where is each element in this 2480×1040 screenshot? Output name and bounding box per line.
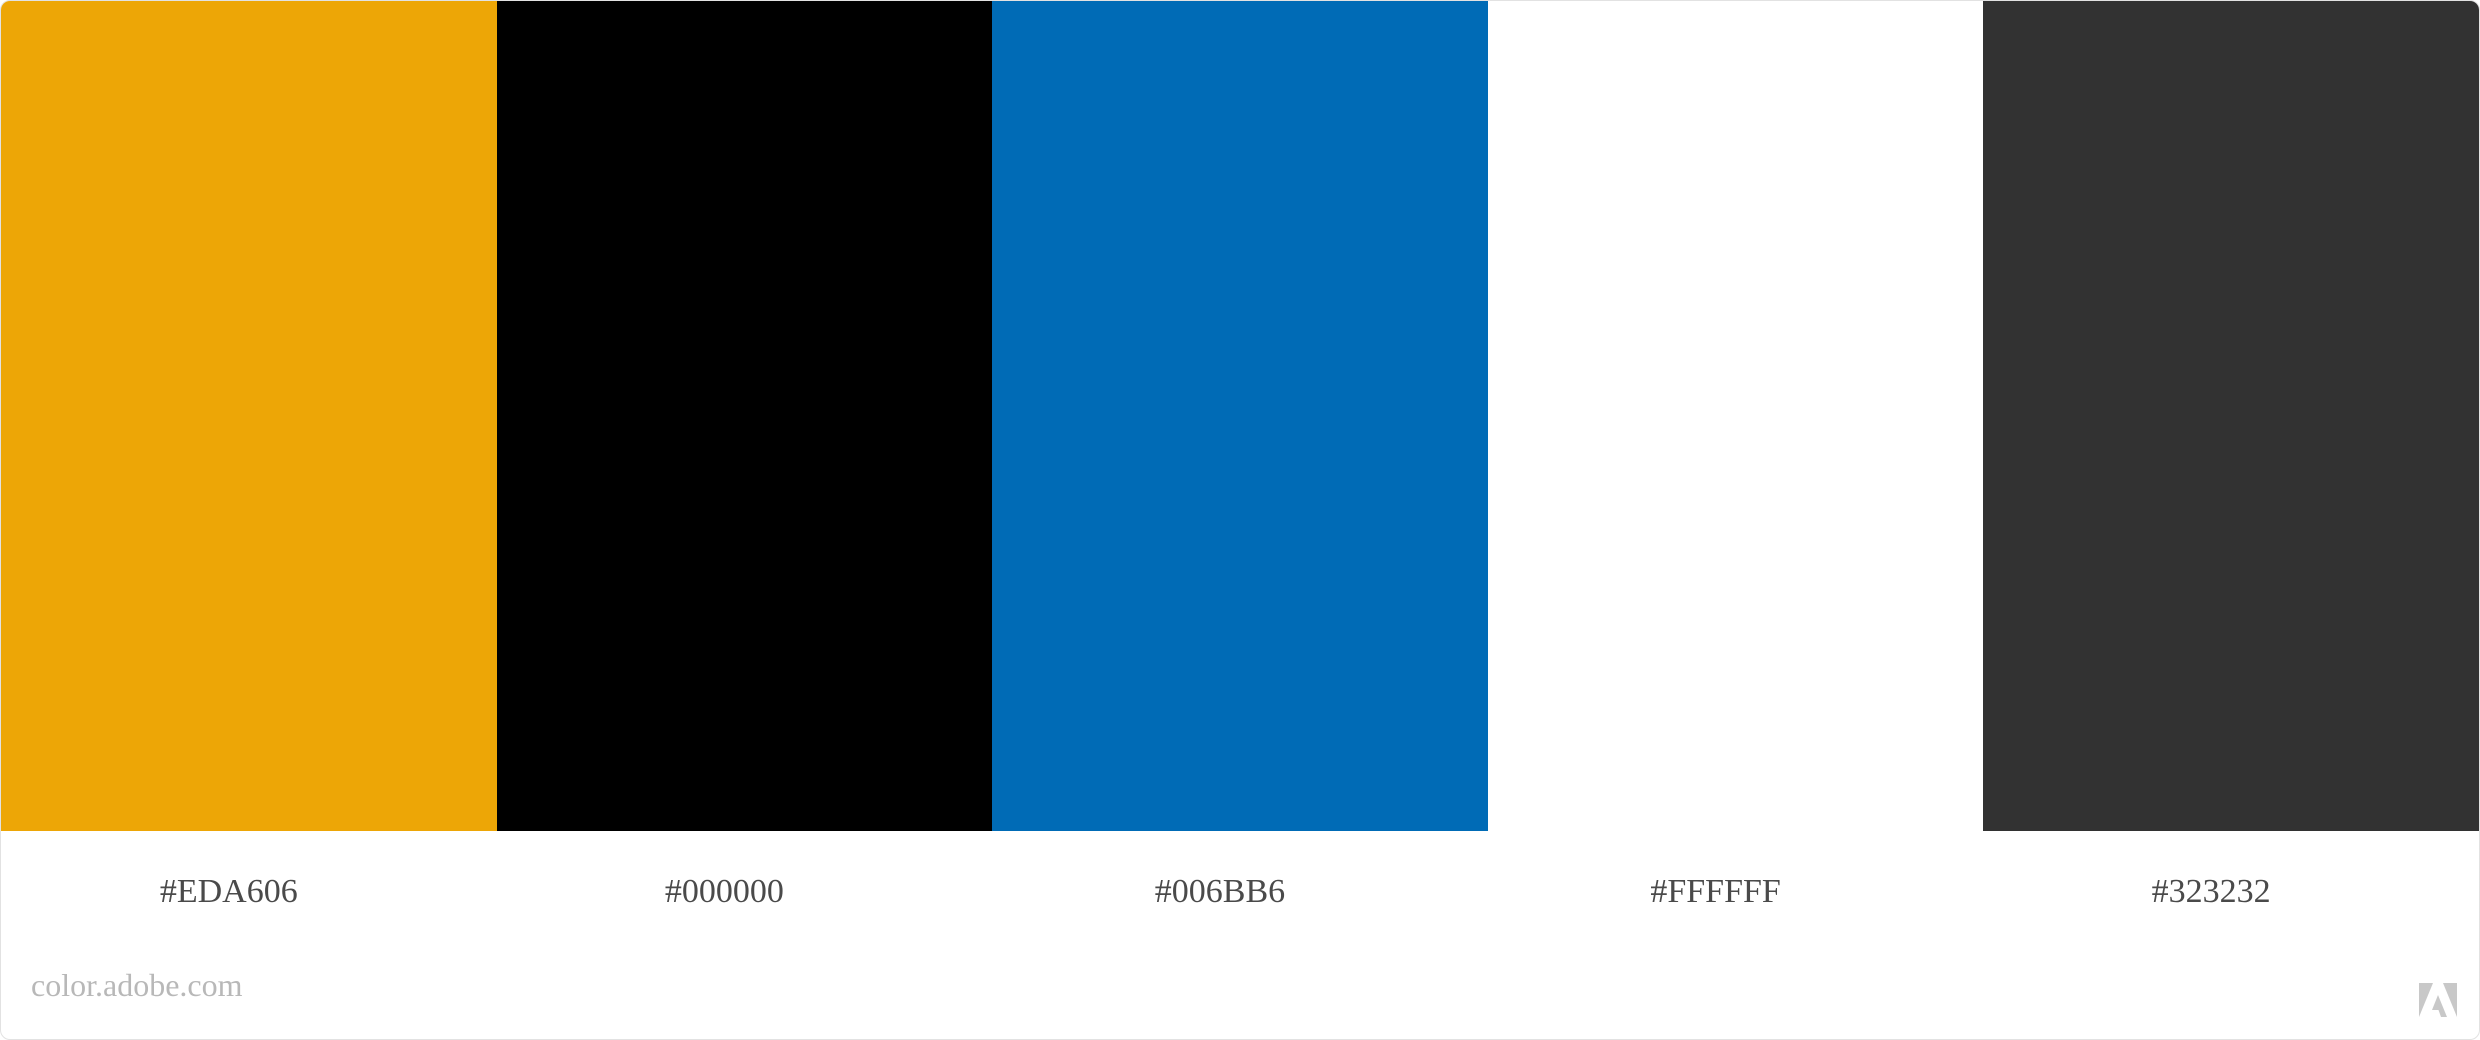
- adobe-logo-left-shape: [2419, 983, 2433, 1017]
- swatch-2[interactable]: [496, 1, 993, 831]
- adobe-logo-icon: [2419, 983, 2457, 1017]
- swatch-5[interactable]: [1983, 1, 2479, 831]
- footer-domain-text: color.adobe.com: [31, 967, 243, 1003]
- hex-label-5: #323232: [2151, 873, 2271, 910]
- swatch-row: [1, 1, 2479, 831]
- adobe-logo-center-shape: [2432, 995, 2447, 1017]
- hex-label-3: #006BB6: [1154, 873, 1286, 910]
- swatch-4[interactable]: [1487, 1, 1984, 831]
- hex-label-4: #FFFFFF: [1650, 873, 1781, 910]
- hex-label-1: #EDA606: [159, 873, 298, 910]
- adobe-logo-right-shape: [2443, 983, 2457, 1017]
- swatch-3[interactable]: [992, 1, 1488, 831]
- swatch-1[interactable]: [1, 1, 497, 831]
- hex-label-row: #EDA606 #000000 #006BB6 #FFFFFF #323232: [1, 831, 2479, 961]
- hex-label-2: #000000: [664, 873, 784, 910]
